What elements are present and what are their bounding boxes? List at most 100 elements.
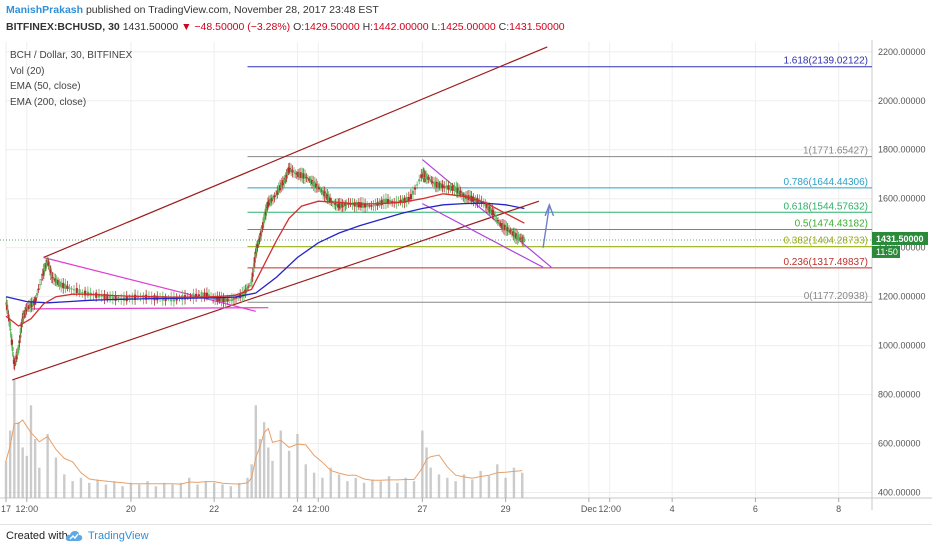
time-tick-label: Dec [581,504,598,514]
volume-bar [371,479,374,498]
candle-body [485,203,488,209]
candle-body [288,167,291,172]
candle-body [55,279,58,284]
candle-body [491,209,494,216]
volume-bar [179,482,183,498]
candle-body [10,334,13,338]
candle-body [507,228,511,232]
volume-ma-line [5,419,523,485]
time-tick-label: 27 [417,504,427,514]
candle-body [58,281,61,287]
candle-body [22,312,25,317]
volume-bar [121,486,124,498]
candle-body [251,272,254,277]
candle-body [443,186,446,188]
indicator-legend: BCH / Dollar, 30, BITFINEX Vol (20) EMA … [10,48,132,110]
candle-body [280,182,283,188]
candle-body [8,321,11,327]
candle-body [254,253,257,257]
candle-body [498,221,501,224]
candle-body [48,268,52,271]
volume-bar [17,422,20,498]
time-tick-label: 24 [292,504,302,514]
candle-body [484,202,487,207]
fib-level-label: 0(1177.20938) [804,291,868,302]
author-link[interactable]: ManishPrakash [6,4,84,16]
volume-bar [13,380,16,498]
candle-body [428,178,432,181]
volume-bar [437,474,441,498]
volume-bar [254,405,258,498]
volume-bar [487,476,491,498]
candle-body [153,295,156,301]
volume-bar [429,467,432,498]
candle-body [478,199,481,204]
candle-body [17,345,20,351]
time-tick-label: 29 [501,504,511,514]
legend-title[interactable]: BCH / Dollar, 30, BITFINEX [10,50,133,61]
volume-bar [104,484,108,498]
change-down-icon: ▼ [181,21,192,33]
candle-body [489,208,493,214]
candle-body [299,172,303,178]
candle-body [522,237,525,243]
candle-body [453,186,456,191]
candle-body [320,190,323,192]
candle-body [12,359,16,364]
candle-body [294,172,297,174]
candle-body [70,288,73,290]
price-change: −48.50000 (−3.28%) [194,21,291,33]
volume-bar [321,477,324,498]
tradingview-brand-link[interactable]: TradingView [88,530,149,542]
candle-body [226,298,229,302]
volume-bar [329,467,332,498]
candle-body [359,202,363,208]
candle-body [368,205,371,207]
volume-bar [29,405,33,498]
legend-ema50[interactable]: EMA (50, close) [10,81,81,92]
volume-bar [229,486,233,498]
candle-body [44,266,47,268]
symbol-label[interactable]: BITFINEX:BCHUSD, 30 [6,21,120,33]
candle-body [195,293,198,298]
volume-bar [79,477,83,498]
tradingview-cloud-icon[interactable] [65,529,83,543]
time-tick-label: 12:00 [307,504,330,514]
candle-body [326,194,329,200]
candle-body [37,288,40,291]
candle-body [341,202,344,208]
candle-body [306,177,309,180]
legend-ema200[interactable]: EMA (200, close) [10,96,87,108]
candle-body [310,180,314,185]
volume-bar [129,482,133,498]
candle-body [128,297,131,300]
candle-body [494,215,497,217]
candle-body [52,277,55,280]
time-tick-label: 17 [1,504,11,514]
candle-body [495,218,498,220]
candle-body [342,202,346,207]
candle-body [345,202,348,205]
candle-body [19,328,23,334]
target-arrow-head [544,202,555,217]
candle-body [372,205,375,207]
candle-body [5,305,9,311]
candle-body [333,202,336,204]
candle-body [285,172,288,178]
time-tick-label: 22 [209,504,219,514]
volume-bar [312,472,316,498]
legend-volume[interactable]: Vol (20) [10,65,45,77]
volume-bar [163,482,166,498]
countdown-value: 11:50 [876,247,898,257]
candle-body [49,270,52,276]
candle-body [241,292,244,298]
candle-body [228,299,231,301]
candle-body [305,177,308,179]
candle-body [14,361,17,363]
volume-bar [187,477,191,498]
candle-body [324,192,327,199]
candle-body [72,289,76,291]
candle-body [335,203,339,207]
price-chart[interactable]: 1.618(2139.02122) 1(1771.65427) 0.786(1644… [0,40,932,524]
candle-body [292,171,296,173]
